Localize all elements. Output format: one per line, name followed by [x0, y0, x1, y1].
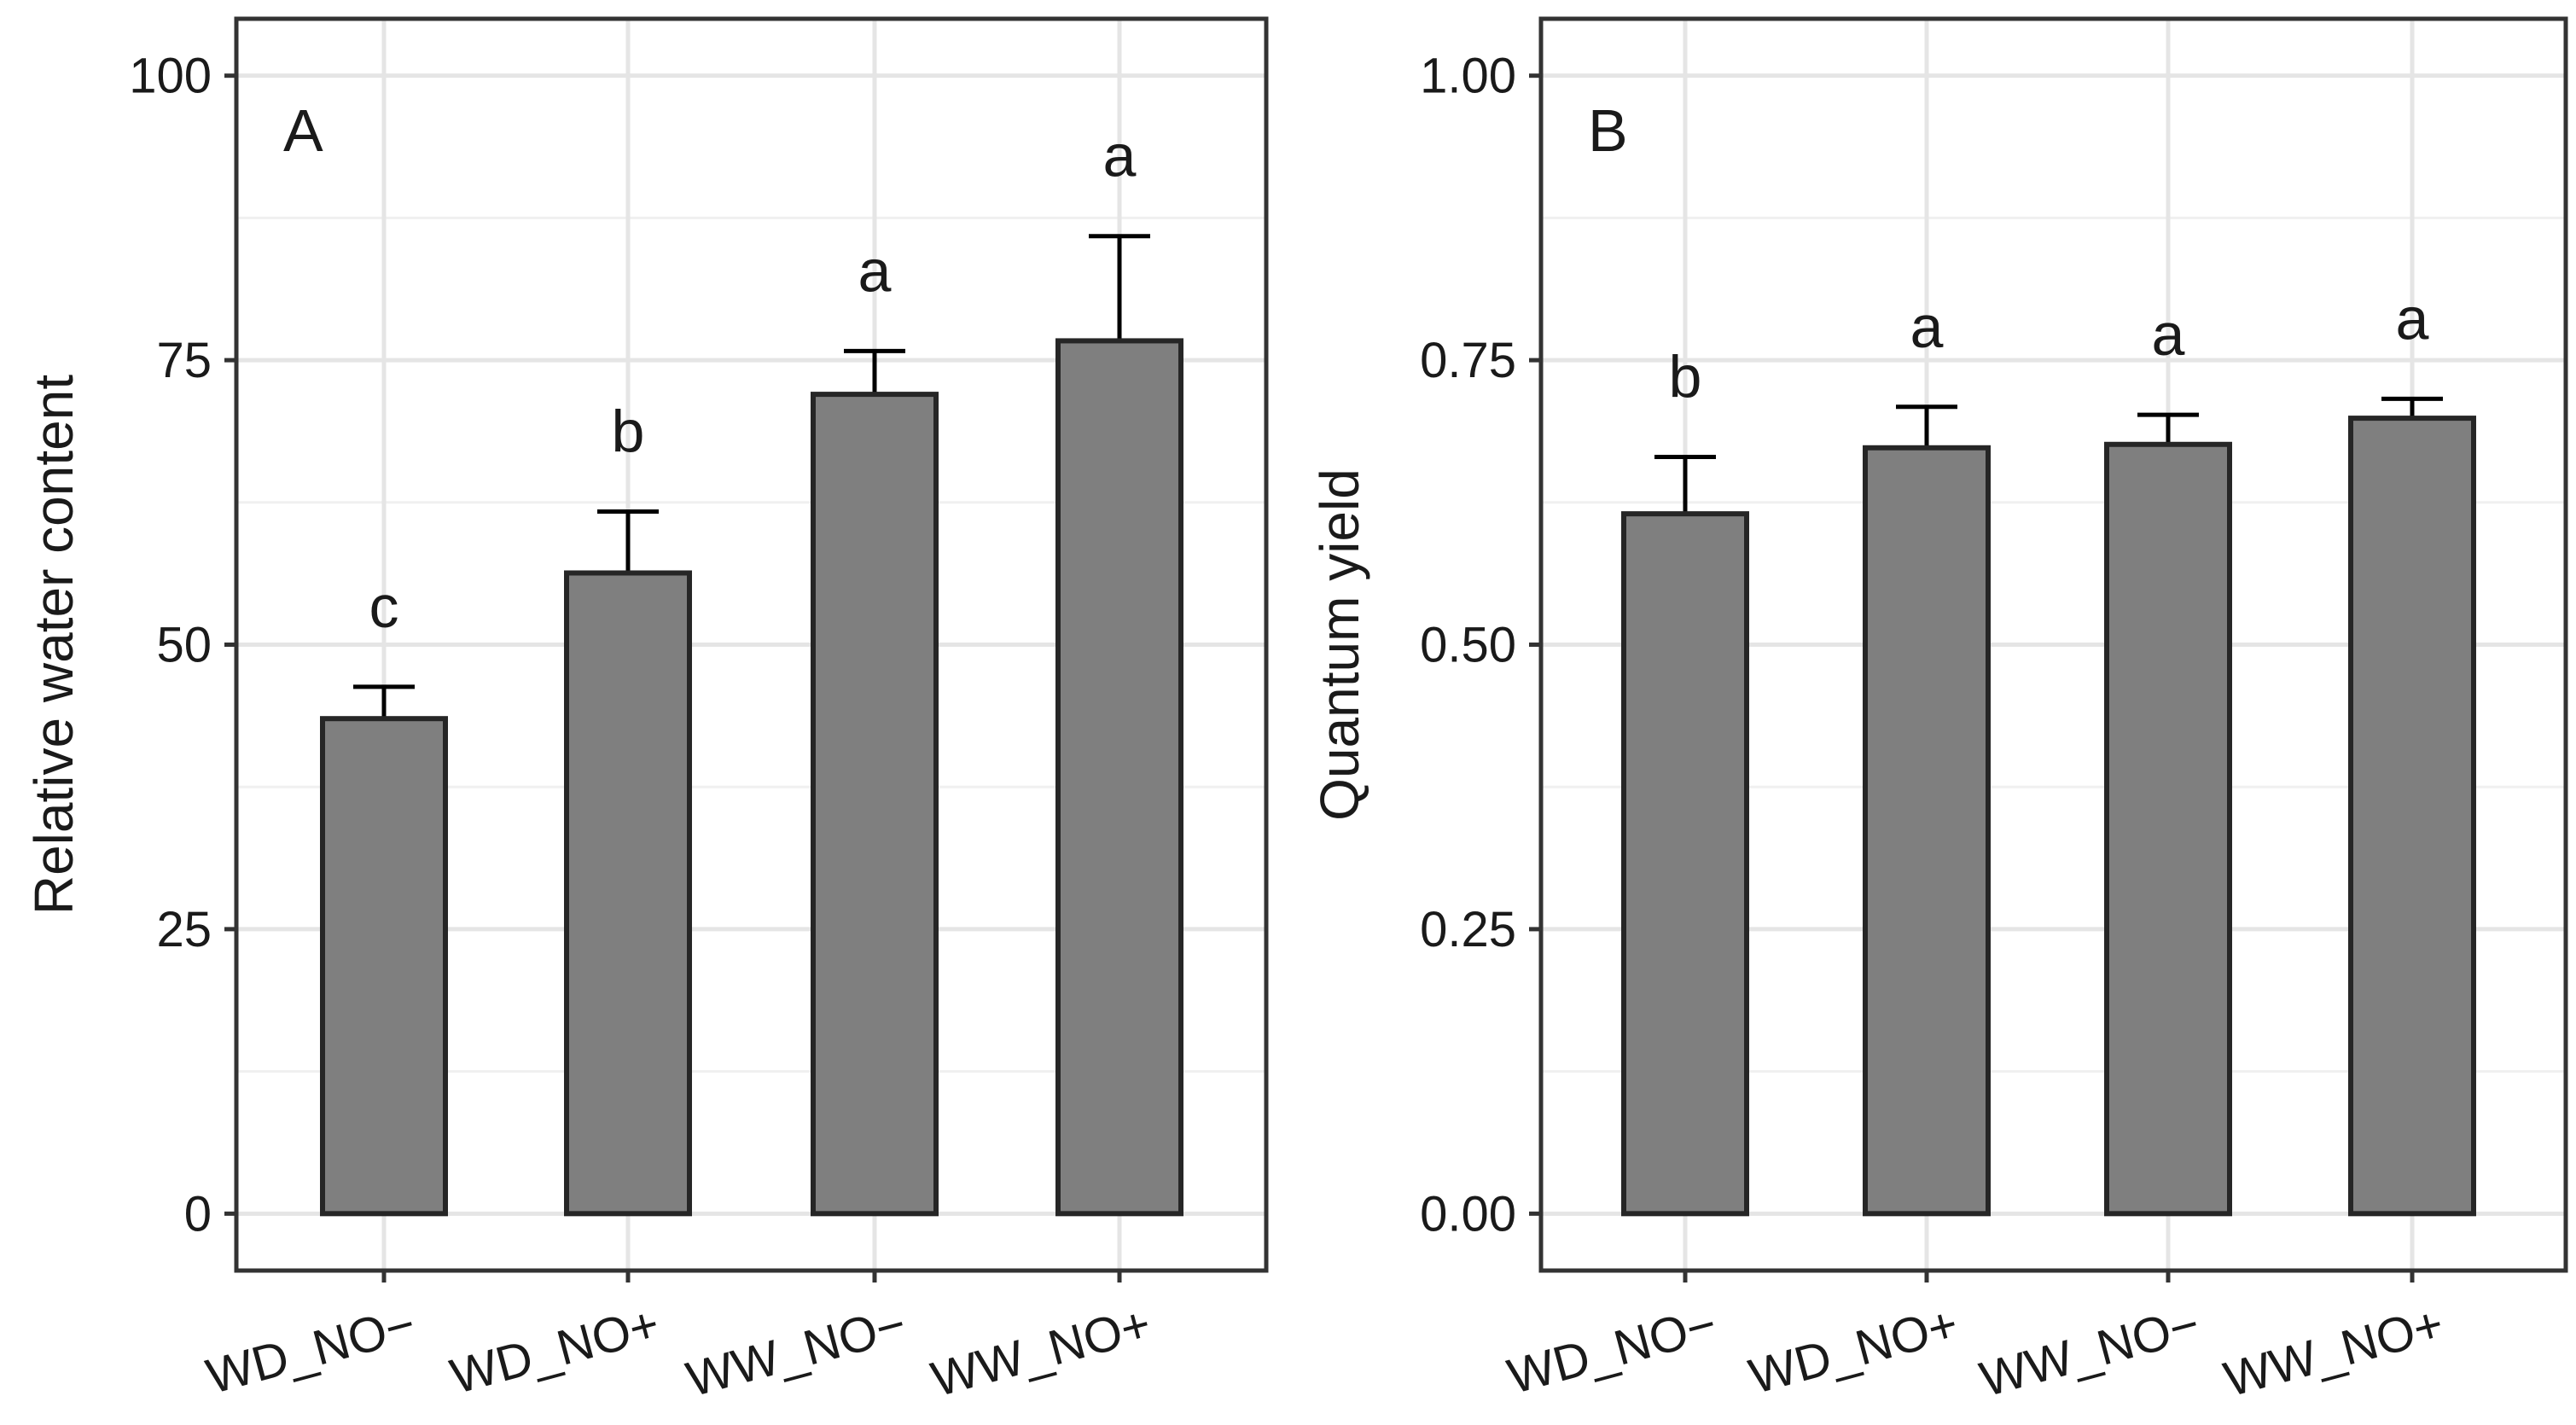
panel-label: A [283, 97, 323, 164]
y-tick-label: 100 [129, 49, 212, 104]
y-tick-label: 1.00 [1420, 49, 1516, 104]
y-tick-label: 0 [184, 1186, 212, 1242]
y-axis-title: Quantum yield [1309, 468, 1370, 821]
y-tick-label: 0.75 [1420, 333, 1516, 388]
y-tick-label: 25 [156, 902, 212, 957]
significance-letter: a [2152, 301, 2185, 368]
y-axis-title: Relative water content [23, 375, 84, 915]
bar [1863, 445, 1991, 1217]
x-tick-label: WW_NO+ [926, 1296, 1156, 1408]
bar [1055, 338, 1183, 1217]
bar [2104, 441, 2232, 1217]
y-tick-label: 0.00 [1420, 1186, 1516, 1242]
bar [1621, 511, 1749, 1217]
x-tick-label: WD_NO− [1502, 1296, 1722, 1405]
panel-relative-water-content: c b a a 0 25 50 75 100 WD_NO− WD_NO+ WW_NO− WW_NO+ Re… [23, 16, 1269, 1408]
y-tick-label: 0.50 [1420, 618, 1516, 673]
panel-label: B [1588, 97, 1628, 164]
bar [320, 716, 448, 1217]
significance-letter: a [1910, 294, 1944, 360]
significance-letter: a [858, 237, 892, 304]
significance-letter: c [369, 573, 399, 640]
x-tick-label: WW_NO+ [2218, 1296, 2449, 1408]
y-tick-label: 50 [156, 618, 212, 673]
bar [564, 570, 692, 1217]
x-tick-label: WD_NO− [201, 1296, 421, 1405]
x-tick-label: WW_NO− [681, 1296, 911, 1408]
x-tick-label: WD_NO+ [445, 1296, 665, 1405]
significance-letter: a [2396, 285, 2429, 352]
bar [811, 392, 939, 1217]
significance-letter: b [1669, 343, 1702, 410]
y-tick-label: 75 [156, 333, 212, 388]
x-tick-label: WW_NO− [1974, 1296, 2205, 1408]
significance-letter: b [612, 398, 645, 464]
x-tick-label: WD_NO+ [1743, 1296, 1963, 1405]
y-tick-label: 0.25 [1420, 902, 1516, 957]
bar [2348, 416, 2476, 1217]
significance-letter: a [1103, 123, 1137, 189]
